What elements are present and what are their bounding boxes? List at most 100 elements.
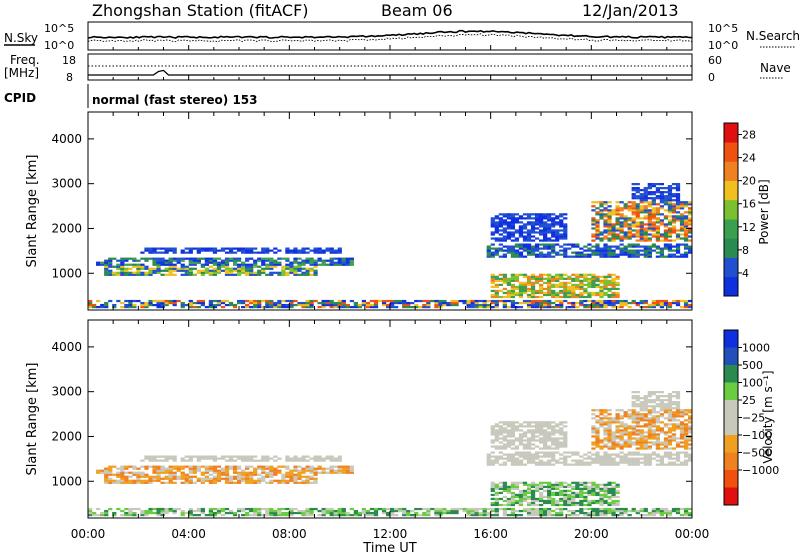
nsky-trace — [87, 29, 693, 39]
velocity-cell — [643, 401, 648, 404]
power-cell — [224, 299, 230, 303]
power-cell — [341, 301, 346, 305]
power-cell — [160, 261, 165, 264]
noise-tick-right-bottom: 10^0 — [708, 39, 738, 52]
power-cell — [329, 257, 334, 260]
velocity-cell — [253, 455, 258, 458]
power-cell — [635, 255, 640, 258]
velocity-cell — [651, 431, 656, 434]
power-cell — [261, 259, 266, 262]
time-tick-label: 00:00 — [71, 527, 106, 541]
power-cell — [563, 253, 568, 256]
velocity-cell — [220, 467, 226, 470]
velocity-cell — [655, 459, 660, 462]
power-cell — [108, 273, 113, 276]
power-cell — [160, 305, 165, 309]
velocity-cell — [603, 499, 608, 503]
velocity-cell — [631, 443, 636, 446]
power-cell — [305, 257, 310, 260]
velocity-cell — [603, 429, 608, 432]
velocity-cell — [518, 437, 524, 440]
velocity-cell — [603, 421, 608, 424]
velocity-cell — [184, 459, 189, 462]
velocity-cell — [547, 501, 552, 505]
velocity-cell — [603, 417, 608, 420]
power-cell — [538, 221, 544, 224]
power-cell — [490, 251, 495, 254]
power-cell — [502, 219, 507, 222]
power-cell — [269, 259, 274, 262]
power-cell — [216, 269, 222, 272]
velocity-cell — [522, 491, 528, 495]
velocity-cell — [466, 511, 471, 515]
power-cell — [635, 183, 640, 186]
power-cell — [683, 243, 689, 246]
power-cell — [575, 279, 580, 282]
power-cell — [587, 281, 592, 284]
power-cell — [667, 223, 673, 226]
velocity-cell — [518, 455, 524, 458]
velocity-cell — [156, 513, 161, 517]
velocity-cell — [551, 513, 556, 517]
power-cell — [683, 225, 689, 228]
power-cell — [635, 229, 640, 232]
velocity-cell — [667, 397, 673, 400]
velocity-cell — [321, 459, 326, 462]
power-cell — [285, 259, 290, 262]
velocity-cell — [180, 459, 185, 462]
power-cell — [530, 285, 536, 289]
velocity-cell — [506, 431, 511, 434]
power-cell — [547, 243, 552, 246]
power-cell — [530, 273, 536, 276]
velocity-cell — [438, 507, 443, 511]
power-cell — [514, 287, 520, 291]
velocity-cell — [305, 511, 310, 515]
power-cell — [470, 301, 475, 305]
power-cell — [659, 201, 665, 204]
velocity-cell — [333, 471, 338, 474]
power-cell — [579, 255, 584, 258]
power-cell — [232, 247, 238, 250]
power-cell — [144, 303, 149, 307]
velocity-cell — [635, 463, 640, 466]
nsearch-label: N.Search — [746, 29, 800, 43]
power-cell — [518, 221, 524, 224]
power-cell — [156, 251, 161, 254]
power-cell — [551, 239, 556, 242]
velocity-cell — [273, 479, 278, 482]
power-cell — [651, 207, 656, 210]
velocity-cell — [659, 509, 665, 513]
power-cell — [534, 217, 540, 220]
power-cell — [655, 225, 660, 228]
power-cell — [317, 249, 322, 252]
velocity-cell — [651, 511, 656, 515]
power-cell — [615, 223, 620, 226]
velocity-cell — [530, 459, 536, 462]
velocity-cell — [152, 467, 157, 470]
power-cell — [277, 263, 282, 266]
power-cell — [530, 239, 536, 242]
power-cell — [526, 279, 532, 282]
velocity-cell — [579, 509, 584, 513]
velocity-cell — [224, 481, 230, 484]
velocity-cell — [647, 433, 652, 436]
power-cell — [522, 223, 528, 226]
velocity-cell — [683, 429, 689, 432]
power-cell — [180, 303, 185, 307]
power-cell — [208, 299, 214, 303]
velocity-cell — [313, 477, 318, 480]
power-colorbar-swatch — [724, 123, 738, 143]
velocity-cell — [538, 463, 544, 466]
velocity-cell — [92, 513, 97, 517]
power-cell — [647, 191, 652, 194]
power-cell — [490, 305, 495, 309]
power-cell — [599, 249, 604, 252]
power-cell — [651, 215, 656, 218]
power-cell — [631, 229, 636, 232]
velocity-cell — [317, 455, 322, 458]
velocity-cell — [591, 443, 596, 446]
power-cell — [595, 285, 600, 289]
velocity-cell — [603, 427, 608, 430]
velocity-cell — [265, 509, 270, 513]
velocity-cell — [619, 447, 624, 450]
